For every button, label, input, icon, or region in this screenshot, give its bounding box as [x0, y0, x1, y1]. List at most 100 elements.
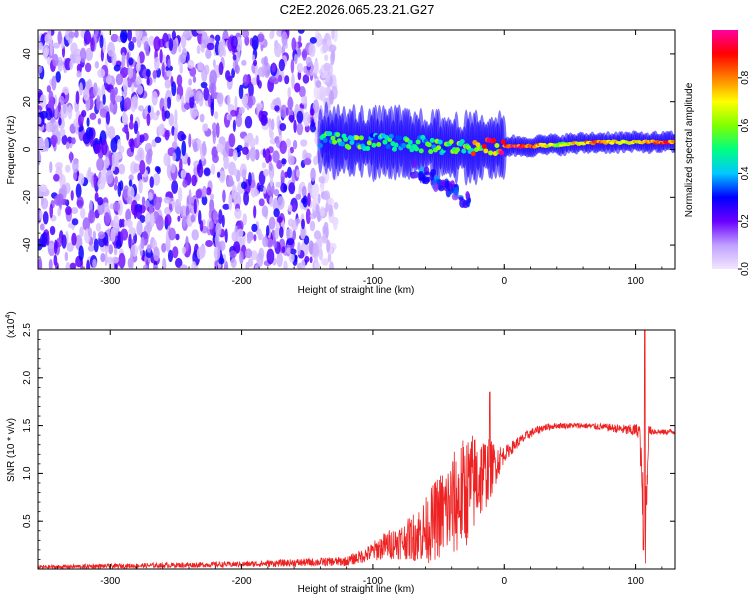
signal-core: [343, 136, 349, 142]
noise-blob: [324, 54, 329, 62]
noise-blob: [261, 162, 267, 169]
noise-blob: [203, 167, 211, 177]
noise-blob: [85, 80, 91, 92]
noise-blob: [81, 109, 87, 118]
noise-blob: [69, 151, 73, 164]
noise-blob: [206, 186, 212, 196]
noise-blob: [154, 136, 162, 144]
snr-series-line: [38, 330, 675, 569]
noise-blob: [208, 220, 214, 230]
snr-frame: [37, 329, 676, 570]
noise-blob: [70, 137, 76, 145]
noise-blob: [104, 251, 108, 267]
noise-blob: [189, 66, 197, 77]
noise-blob: [242, 30, 250, 39]
noise-blob: [65, 205, 72, 216]
noise-blob: [313, 230, 322, 240]
noise-blob: [111, 256, 120, 264]
signal-core: [494, 143, 500, 149]
noise-blob: [48, 259, 53, 269]
noise-blob: [215, 122, 220, 138]
noise-blob: [192, 76, 197, 83]
noise-blob: [193, 110, 200, 117]
signal-core: [483, 148, 489, 154]
noise-blob: [67, 105, 73, 120]
noise-blob: [218, 61, 224, 75]
noise-blob: [171, 180, 179, 194]
noise-blob: [196, 246, 205, 260]
noise-blob: [326, 239, 331, 253]
noise-blob: [117, 139, 122, 151]
noise-blob: [65, 141, 70, 150]
noise-blob: [189, 94, 195, 109]
noise-blob: [146, 113, 151, 126]
noise-blob: [281, 246, 286, 254]
y-tick-label: 20: [22, 96, 33, 108]
spectrogram-x-ticks: -300 -200 -100 0 100: [57, 30, 663, 287]
noise-blob: [296, 62, 304, 74]
noise-blob: [251, 54, 256, 62]
noise-blob: [263, 56, 269, 67]
noise-blob: [69, 262, 77, 269]
noise-blob: [96, 95, 101, 111]
noise-blob: [250, 250, 258, 261]
signal-core: [327, 131, 333, 137]
noise-blob: [196, 163, 201, 174]
noise-blob: [268, 161, 273, 172]
noise-blob: [179, 158, 183, 174]
noise-blob: [230, 35, 238, 50]
noise-blob: [310, 167, 316, 182]
noise-blob: [151, 90, 158, 106]
signal-core: [414, 146, 420, 152]
noise-blob: [301, 185, 307, 199]
noise-blob: [289, 252, 295, 263]
noise-blob: [143, 41, 150, 52]
noise-blob: [111, 163, 116, 172]
noise-blob: [203, 87, 210, 101]
noise-blob: [281, 158, 287, 165]
signal-core: [459, 139, 465, 145]
noise-blob: [318, 236, 323, 251]
noise-blob: [230, 257, 237, 269]
noise-blob: [298, 86, 306, 98]
noise-blob: [300, 259, 306, 269]
noise-blob: [178, 186, 183, 203]
colorbar-tick-label: 0.4: [740, 166, 750, 180]
noise-blob: [196, 44, 201, 55]
noise-blob: [87, 227, 93, 238]
noise-blob: [201, 141, 207, 156]
noise-blob: [273, 188, 280, 197]
noise-blob: [178, 45, 182, 53]
noise-blob: [118, 252, 126, 269]
noise-blob: [212, 154, 219, 164]
signal-tail: [412, 172, 419, 179]
noise-blob: [196, 30, 205, 34]
noise-blob: [152, 264, 159, 269]
signal-core: [393, 142, 399, 148]
noise-blob: [73, 171, 78, 181]
noise-blob: [214, 232, 220, 248]
signal-track: [317, 101, 675, 209]
noise-blob: [232, 149, 238, 161]
noise-blob: [203, 123, 209, 132]
noise-blob: [49, 161, 53, 174]
noise-blob: [128, 41, 135, 52]
noise-blob: [201, 195, 208, 206]
noise-blob: [157, 124, 165, 136]
noise-blob: [256, 33, 265, 43]
noise-blob: [190, 214, 195, 223]
noise-blob: [181, 246, 186, 255]
noise-blob: [39, 184, 48, 193]
noise-blob: [69, 59, 74, 71]
noise-blob: [165, 65, 174, 72]
noise-blob: [39, 94, 47, 108]
signal-core: [354, 135, 360, 141]
noise-blob: [297, 30, 305, 34]
noise-blob: [298, 35, 302, 43]
noise-blob: [170, 163, 176, 174]
noise-blob: [147, 192, 153, 201]
noise-blob: [135, 76, 142, 86]
noise-blob: [278, 59, 285, 72]
noise-blob: [234, 95, 238, 111]
